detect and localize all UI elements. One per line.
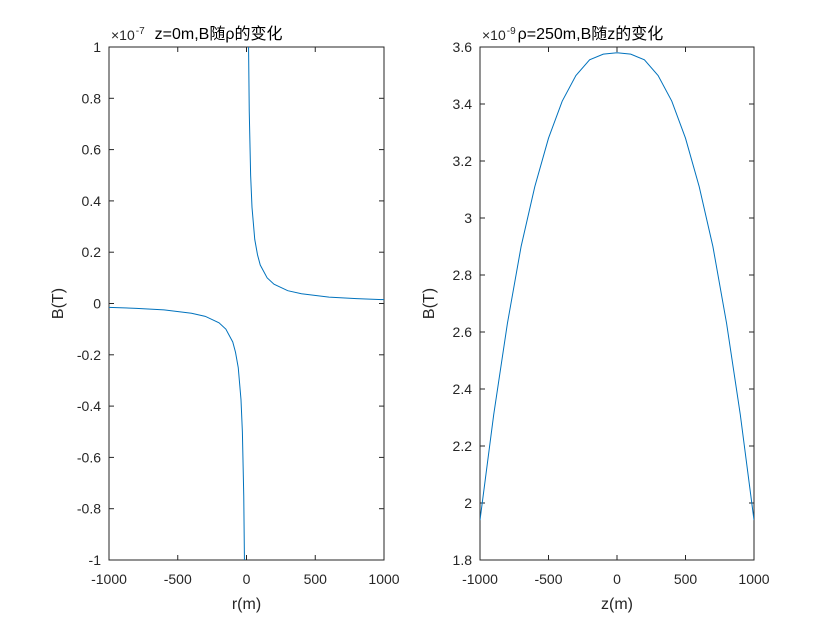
- right-ytick-label: 3: [464, 210, 472, 226]
- left-series-line-positive-branch: [248, 47, 384, 301]
- right-y-axis-label: B(T): [421, 288, 438, 319]
- left-y-axis-label: B(T): [50, 288, 67, 319]
- right-ytick-label: 2.4: [453, 381, 473, 397]
- right-xtick-label: 0: [613, 571, 621, 587]
- right-ytick-label: 2.2: [453, 438, 473, 454]
- right-ytick-label: 3.4: [453, 96, 473, 112]
- left-ytick-label: 0.4: [82, 193, 102, 209]
- left-plot-area: [108, 46, 385, 561]
- right-series-group: [480, 52, 754, 521]
- left-x-axis-label: r(m): [232, 596, 261, 613]
- right-xtick-label: -500: [534, 571, 562, 587]
- right-ytick-label: 2.6: [453, 324, 473, 340]
- left-ytick-label: -1: [89, 552, 102, 568]
- left-ytick-label: 0: [93, 296, 101, 312]
- left-ytick-label: 0.6: [82, 142, 102, 158]
- left-xtick-label: 0: [243, 571, 251, 587]
- left-ytick-label: 1: [93, 39, 101, 55]
- left-xtick-label: -1000: [91, 571, 127, 587]
- right-ytick-label: 3.2: [453, 153, 473, 169]
- left-axes: -1000 -500 0 500 1000 -1 -0.8 -0.6 -0.4 -0.2 0 0.2 0…: [50, 25, 400, 613]
- left-xtick-label: 500: [304, 571, 328, 587]
- right-xtick-label: 500: [674, 571, 698, 587]
- left-ytick-label: 0.8: [82, 90, 102, 106]
- left-exponent-power: -7: [136, 26, 145, 37]
- left-xtick-label: 1000: [368, 571, 399, 587]
- right-ytick-label: 2: [464, 495, 472, 511]
- right-ytick-label: 2.8: [453, 267, 473, 283]
- right-x-axis-label: z(m): [601, 596, 633, 613]
- left-chart-title: z=0m,B随ρ的变化: [155, 25, 283, 43]
- left-series-line-negative-branch: [109, 306, 245, 560]
- right-axes: -1000 -500 0 500 1000 1.8 2 2.2 2.4 2.6 2.8 3 3.2 3.4…: [421, 25, 770, 613]
- right-exponent-power: -9: [507, 26, 516, 37]
- right-series-line: [480, 52, 754, 521]
- right-ytick-label: 3.6: [453, 39, 473, 55]
- right-exponent-label: ×10: [482, 27, 506, 43]
- right-ytick-label: 1.8: [453, 552, 473, 568]
- left-series-group: [109, 47, 384, 560]
- left-ytick-label: -0.6: [77, 449, 101, 465]
- left-exponent-label: ×10: [111, 27, 135, 43]
- right-plot-area: [479, 46, 755, 561]
- right-xtick-label: 1000: [738, 571, 769, 587]
- right-xtick-label: -1000: [462, 571, 498, 587]
- left-ytick-label: -0.2: [77, 347, 101, 363]
- left-ytick-label: -0.8: [77, 501, 101, 517]
- left-ytick-label: -0.4: [77, 398, 101, 414]
- left-xtick-label: -500: [164, 571, 192, 587]
- right-chart-title: ρ=250m,B随z的变化: [518, 25, 664, 43]
- left-ytick-label: 0.2: [82, 244, 102, 260]
